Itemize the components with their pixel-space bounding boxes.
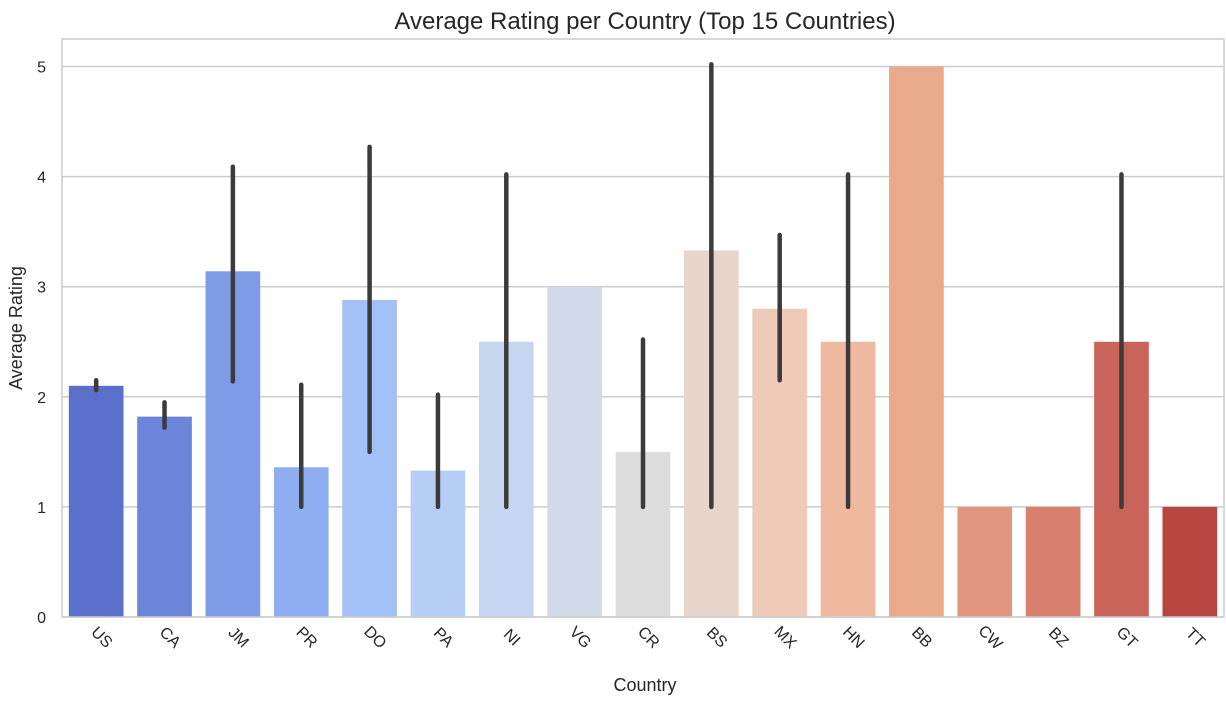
x-tick-label: NI: [500, 626, 523, 649]
bar-ca: [137, 416, 192, 617]
bar-us: [68, 385, 124, 617]
x-tick-label: CA: [156, 624, 184, 652]
x-tick-label: VG: [566, 624, 594, 652]
x-tick-label: US: [87, 624, 115, 652]
x-tick-label: BS: [703, 624, 730, 651]
y-tick-label: 1: [37, 500, 46, 517]
x-tick-label: TT: [1182, 625, 1208, 651]
x-tick-label: PR: [293, 624, 321, 652]
plot-frame: [61, 38, 1225, 618]
x-tick-label: DO: [360, 623, 389, 652]
y-axis-ticks: 0 1 2 3 4 5: [37, 60, 46, 627]
bar-vg: [547, 286, 602, 617]
y-tick-label: 3: [37, 280, 46, 297]
chart-title: Average Rating per Country (Top 15 Count…: [394, 8, 895, 35]
x-tick-label: MX: [770, 623, 799, 652]
x-tick-label: JM: [225, 624, 252, 651]
x-tick-label: CW: [975, 622, 1007, 654]
bar-tt: [1162, 506, 1218, 617]
bar-bb: [889, 66, 944, 618]
bar-cw: [957, 506, 1013, 617]
y-tick-label: 5: [37, 60, 46, 77]
x-tick-label: HN: [839, 624, 867, 652]
x-tick-label: BB: [908, 624, 935, 651]
x-axis-ticks: US CA JM PR DO PA NI VG CR BS MX HN BB CW BZ GT TT: [87, 622, 1208, 654]
x-tick-label: PA: [430, 625, 457, 652]
y-axis-label: Average Rating: [6, 266, 26, 390]
error-bars: [93, 62, 1124, 510]
x-tick-label: BZ: [1045, 625, 1072, 652]
x-axis-label: Country: [613, 675, 676, 695]
bars: [68, 66, 1218, 618]
y-tick-label: 2: [37, 390, 46, 407]
bar-bz: [1025, 506, 1081, 617]
y-tick-label: 0: [37, 610, 46, 627]
x-tick-label: GT: [1113, 624, 1141, 652]
x-tick-label: CR: [634, 624, 662, 652]
y-tick-label: 4: [37, 170, 46, 187]
